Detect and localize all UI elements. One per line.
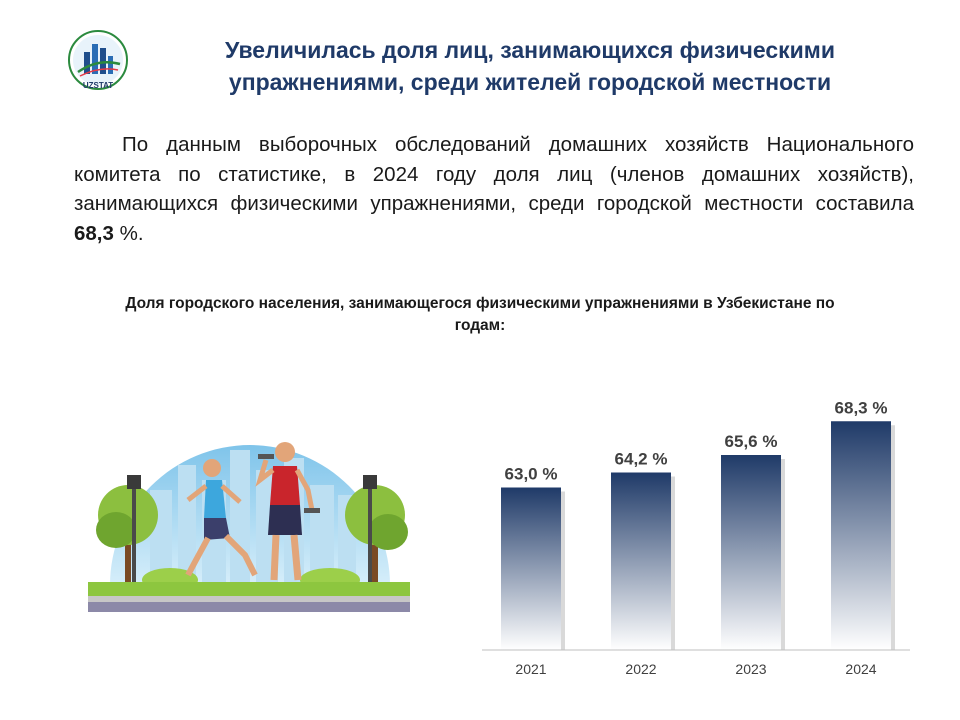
logo-text: UZSTAT (83, 81, 113, 90)
body-text-before: По данным выборочных обследований домашн… (74, 133, 914, 215)
runner-figure (185, 459, 258, 577)
data-label: 63,0 % (505, 465, 558, 484)
x-tick-label: 2021 (515, 661, 546, 677)
body-text-after: %. (113, 221, 144, 245)
lamp-left (127, 475, 141, 585)
body-paragraph: По данным выборочных обследований домашн… (74, 130, 914, 248)
athlete-dumbbells-figure (255, 442, 320, 581)
tree-right (345, 485, 408, 585)
bar-2022 (611, 472, 671, 650)
page-title: Увеличилась доля лиц, занимающихся физич… (225, 37, 835, 95)
x-tick-label: 2024 (845, 661, 876, 677)
bar-2023 (721, 455, 781, 650)
uzstat-logo: UZSTAT (68, 30, 128, 90)
body-highlight-value: 68,3 (74, 221, 114, 245)
x-tick-label: 2023 (735, 661, 766, 677)
grass (88, 582, 410, 600)
sport-illustration (88, 442, 410, 612)
lamp-right (363, 475, 377, 585)
bar-2024 (831, 421, 891, 650)
ground (88, 602, 410, 612)
path (88, 596, 410, 602)
x-tick-label: 2022 (625, 661, 656, 677)
data-label: 64,2 % (615, 450, 668, 469)
data-label: 65,6 % (725, 432, 778, 451)
data-label: 68,3 % (835, 398, 888, 417)
tree-left (96, 485, 158, 585)
chart-title: Доля городского населения, занимающегося… (125, 295, 835, 334)
bar-2021 (501, 487, 561, 650)
bar-chart: 63,0 % 2021 64,2 % 2022 65,6 % 2023 68,3 % 2024 (482, 398, 910, 677)
